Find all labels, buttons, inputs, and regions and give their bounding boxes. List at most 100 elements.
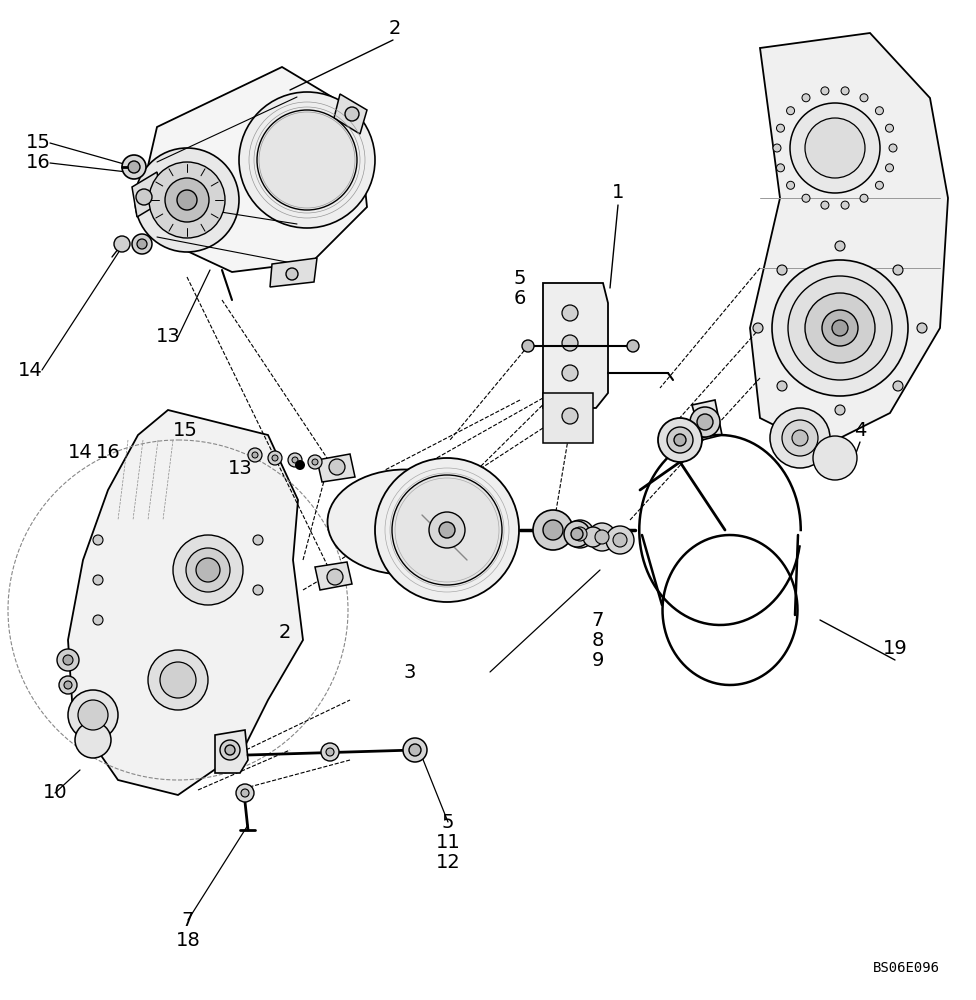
Circle shape bbox=[885, 164, 893, 172]
Text: 15: 15 bbox=[173, 420, 197, 440]
Circle shape bbox=[573, 527, 587, 541]
Circle shape bbox=[225, 745, 235, 755]
Polygon shape bbox=[142, 67, 367, 272]
Polygon shape bbox=[68, 410, 303, 795]
Circle shape bbox=[165, 178, 209, 222]
Circle shape bbox=[248, 448, 262, 462]
Circle shape bbox=[220, 740, 240, 760]
Circle shape bbox=[792, 430, 808, 446]
Text: 18: 18 bbox=[176, 930, 200, 950]
Text: 13: 13 bbox=[227, 458, 253, 478]
Circle shape bbox=[308, 455, 322, 469]
Circle shape bbox=[595, 530, 609, 544]
Polygon shape bbox=[132, 172, 162, 217]
Circle shape bbox=[667, 427, 693, 453]
Circle shape bbox=[409, 744, 421, 756]
Text: 7: 7 bbox=[591, 610, 604, 630]
Text: 8: 8 bbox=[591, 631, 604, 650]
Circle shape bbox=[583, 527, 603, 547]
Circle shape bbox=[697, 414, 713, 430]
Circle shape bbox=[286, 268, 298, 280]
Circle shape bbox=[59, 676, 77, 694]
Circle shape bbox=[241, 789, 249, 797]
Text: 15: 15 bbox=[25, 133, 51, 152]
Text: BS06E096: BS06E096 bbox=[873, 961, 940, 975]
Text: 3: 3 bbox=[404, 662, 416, 682]
Circle shape bbox=[562, 365, 578, 381]
Circle shape bbox=[832, 320, 848, 336]
Circle shape bbox=[917, 323, 927, 333]
Circle shape bbox=[777, 124, 785, 132]
Circle shape bbox=[813, 436, 857, 480]
Circle shape bbox=[268, 451, 282, 465]
Circle shape bbox=[790, 103, 880, 193]
Polygon shape bbox=[543, 283, 608, 408]
Circle shape bbox=[326, 748, 334, 756]
Circle shape bbox=[177, 190, 197, 210]
Text: 2: 2 bbox=[279, 622, 291, 642]
Polygon shape bbox=[315, 562, 352, 590]
Circle shape bbox=[236, 784, 254, 802]
Circle shape bbox=[841, 87, 849, 95]
Circle shape bbox=[802, 94, 810, 102]
Circle shape bbox=[606, 526, 634, 554]
Text: 11: 11 bbox=[435, 832, 461, 852]
Circle shape bbox=[239, 92, 375, 228]
Text: 6: 6 bbox=[513, 288, 526, 308]
Circle shape bbox=[787, 107, 794, 115]
Circle shape bbox=[186, 548, 230, 592]
Circle shape bbox=[375, 458, 519, 602]
Polygon shape bbox=[317, 454, 355, 482]
Circle shape bbox=[753, 323, 763, 333]
Circle shape bbox=[875, 107, 883, 115]
Circle shape bbox=[835, 241, 845, 251]
Circle shape bbox=[805, 118, 865, 178]
Text: 14: 14 bbox=[67, 442, 93, 462]
Circle shape bbox=[522, 340, 534, 352]
Circle shape bbox=[252, 452, 258, 458]
Circle shape bbox=[137, 239, 147, 249]
Text: 7: 7 bbox=[182, 910, 194, 930]
Circle shape bbox=[149, 162, 225, 238]
Text: 5: 5 bbox=[442, 812, 454, 832]
Polygon shape bbox=[692, 400, 722, 440]
Circle shape bbox=[160, 662, 196, 698]
Circle shape bbox=[889, 144, 897, 152]
Circle shape bbox=[893, 265, 903, 275]
Circle shape bbox=[690, 407, 720, 437]
Text: 9: 9 bbox=[591, 650, 604, 670]
Circle shape bbox=[627, 340, 639, 352]
Circle shape bbox=[835, 405, 845, 415]
Circle shape bbox=[571, 528, 583, 540]
Circle shape bbox=[588, 523, 616, 551]
Circle shape bbox=[312, 459, 318, 465]
Circle shape bbox=[788, 276, 892, 380]
Polygon shape bbox=[750, 33, 948, 448]
Circle shape bbox=[543, 520, 563, 540]
Circle shape bbox=[777, 164, 785, 172]
Circle shape bbox=[173, 535, 243, 605]
Circle shape bbox=[329, 459, 345, 475]
Circle shape bbox=[805, 293, 875, 363]
Circle shape bbox=[564, 521, 590, 547]
Circle shape bbox=[562, 408, 578, 424]
Circle shape bbox=[439, 522, 455, 538]
Circle shape bbox=[128, 161, 140, 173]
Circle shape bbox=[893, 381, 903, 391]
Circle shape bbox=[403, 738, 427, 762]
Circle shape bbox=[860, 194, 868, 202]
Circle shape bbox=[562, 305, 578, 321]
Circle shape bbox=[566, 520, 594, 548]
Circle shape bbox=[772, 260, 908, 396]
Text: 13: 13 bbox=[155, 328, 181, 347]
Circle shape bbox=[288, 453, 302, 467]
Circle shape bbox=[674, 434, 686, 446]
Text: 1: 1 bbox=[612, 184, 625, 202]
Text: 19: 19 bbox=[882, 639, 908, 658]
Text: 5: 5 bbox=[513, 268, 526, 288]
Text: 4: 4 bbox=[854, 420, 866, 440]
Circle shape bbox=[392, 475, 502, 585]
Circle shape bbox=[93, 575, 103, 585]
Circle shape bbox=[875, 181, 883, 189]
Circle shape bbox=[68, 690, 118, 740]
